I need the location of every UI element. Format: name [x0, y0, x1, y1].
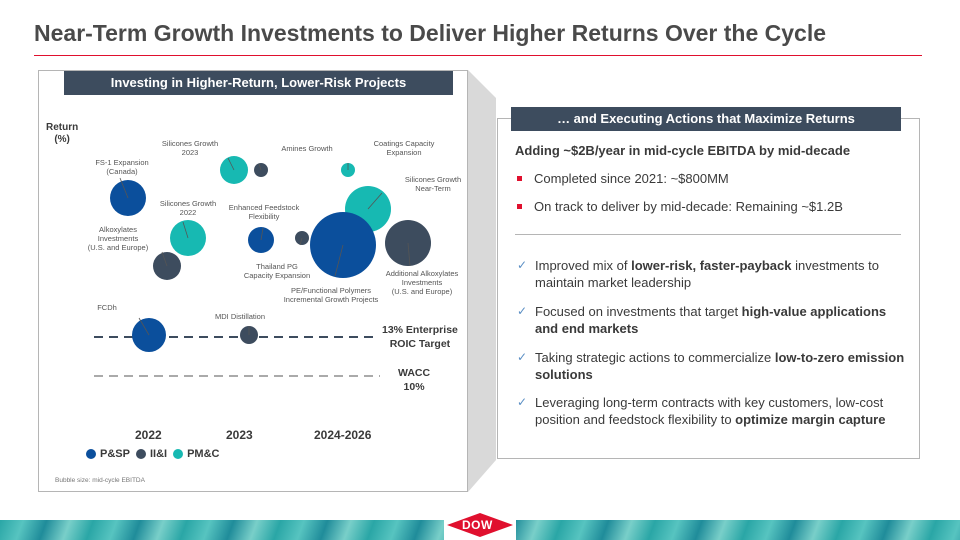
bubble-label-silicones-growth-2022: Silicones Growth 2022: [159, 199, 217, 217]
dow-logo-icon: [447, 513, 513, 537]
chart-footnote: Bubble size: mid-cycle EBITDA: [55, 477, 145, 484]
bullet-completed-text: Completed since 2021: ~$800MM: [534, 171, 729, 186]
leader-line-fs-1-expansion-canada: [119, 177, 129, 199]
bubble-label-mdi-distillation: MDI Distillation: [214, 312, 265, 321]
leader-line-fcdh: [138, 317, 150, 336]
wacc-label: WACC 10%: [398, 367, 431, 393]
bubble-label-silicones-growth-near-term: Silicones Growth Near-Term: [404, 175, 462, 193]
check-item-focus: ✓ Focused on investments that target hig…: [517, 304, 887, 336]
leader-line-alkoxylates-investments-u-s-and-europe: [161, 251, 168, 267]
right-divider: [515, 234, 901, 235]
left-panel-header: Investing in Higher-Return, Lower-Risk P…: [64, 71, 453, 95]
bullet-remaining-text: On track to deliver by mid-decade: Remai…: [534, 199, 843, 214]
y-axis-label-line2: (%): [54, 134, 70, 145]
legend-label-iii: II&I: [149, 448, 168, 460]
bullet-square-icon: [517, 176, 522, 181]
bubble-label-enhanced-feedstock-flexibility: Enhanced Feedstock Flexibility: [228, 203, 300, 221]
bullet-square-icon: [517, 204, 522, 209]
bubble-label-thailand-pg-capacity-expansion: Thailand PG Capacity Expansion: [243, 262, 311, 280]
bubble-label-pe-functional-polymers-incremental-growth-projects: PE/Functional Polymers Incremental Growth…: [283, 286, 379, 304]
chart-legend: P&SP II&I PM&C: [86, 448, 225, 460]
bubble-label-fs-1-expansion-canada: FS-1 Expansion (Canada): [95, 158, 149, 176]
leader-line-silicones-growth-2022: [182, 221, 189, 239]
legend-dot-pmc: [173, 449, 184, 459]
bubble-label-silicones-growth-2023: Silicones Growth 2023: [161, 139, 219, 157]
dow-logo-text: DOW: [462, 518, 493, 532]
left-panel: [38, 70, 468, 492]
ebitda-headline: Adding ~$2B/year in mid-cycle EBITDA by …: [515, 143, 851, 158]
leader-line-additional-alkoxylates-investments-u-s-and-europe: [407, 242, 411, 267]
leader-line-pe-functional-polymers-incremental-growth-projects: [334, 244, 344, 277]
bubble-label-amines-growth: Amines Growth: [281, 144, 333, 153]
y-axis-label: Return (%): [46, 122, 78, 146]
bubble-fs-1-expansion-canada: [110, 180, 146, 216]
legend-label-psp: P&SP: [100, 448, 130, 460]
bullet-completed: Completed since 2021: ~$800MM: [517, 171, 729, 186]
bubble-label-additional-alkoxylates-investments-u-s-and-europe: Additional Alkoxylates Investments (U.S. a…: [385, 269, 459, 296]
title-underline: [34, 55, 922, 56]
check-item-mix: ✓ Improved mix of lower-risk, faster-pay…: [517, 258, 879, 290]
panel-connector: [468, 70, 496, 492]
bubble-label-alkoxylates-investments-u-s-and-europe: Alkoxylates Investments (U.S. and Europe): [87, 225, 149, 252]
legend-dot-psp: [86, 449, 96, 459]
roic-target-label: 13% Enterprise ROIC Target: [382, 324, 458, 350]
leader-line-amines-growth: [258, 163, 262, 171]
y-axis-label-line1: Return: [46, 122, 79, 133]
x-tick-2023: 2023: [226, 428, 253, 442]
bubble-label-fcdh: FCDh: [97, 303, 117, 312]
checkmark-icon: ✓: [517, 395, 528, 409]
leader-line-silicones-growth-2023: [227, 157, 235, 171]
bullet-remaining: On track to deliver by mid-decade: Remai…: [517, 199, 843, 214]
check-item-contracts: ✓ Leveraging long-term contracts with ke…: [517, 395, 886, 427]
legend-item-pmc: PM&C: [173, 448, 219, 460]
leader-line-enhanced-feedstock-flexibility: [260, 227, 264, 241]
checkmark-icon: ✓: [517, 258, 528, 272]
check-item-emissions: ✓ Taking strategic actions to commercial…: [517, 350, 905, 382]
x-tick-2022: 2022: [135, 428, 162, 442]
bubble-label-coatings-capacity-expansion: Coatings Capacity Expansion: [373, 139, 435, 157]
legend-label-pmc: PM&C: [187, 448, 220, 460]
connector-shape: [468, 70, 496, 492]
checkmark-icon: ✓: [517, 350, 528, 364]
leader-line-silicones-growth-near-term: [367, 192, 383, 210]
x-tick-2024-2026: 2024-2026: [314, 428, 372, 442]
legend-dot-iii: [135, 449, 146, 459]
page-title: Near-Term Growth Investments to Deliver …: [34, 20, 827, 46]
leader-line-thailand-pg-capacity-expansion: [299, 237, 303, 246]
checkmark-icon: ✓: [517, 304, 528, 318]
right-panel-header: … and Executing Actions that Maximize Re…: [511, 107, 901, 131]
legend-item-iii: II&I: [135, 448, 168, 460]
legend-item-psp: P&SP: [86, 448, 130, 460]
